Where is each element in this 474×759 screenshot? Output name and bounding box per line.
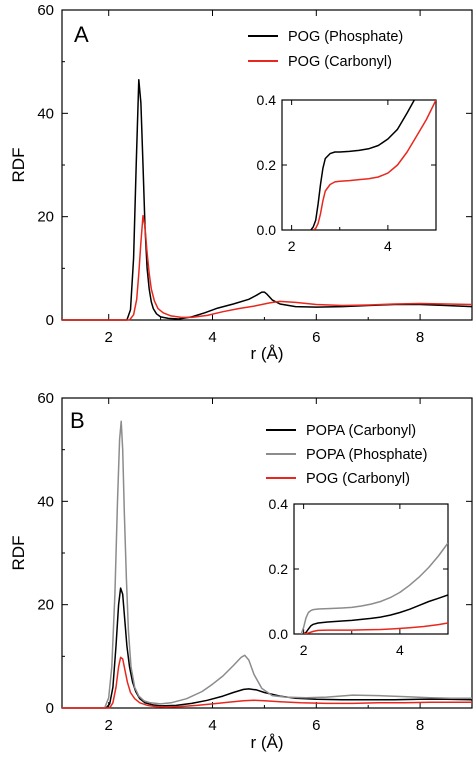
legend-label: POPA (Carbonyl) xyxy=(306,423,416,439)
y-axis-title: RDF xyxy=(9,536,28,571)
series-line-pog-carbonyl xyxy=(62,214,473,321)
inset-y-tick-label: 0.0 xyxy=(257,222,277,238)
y-tick-label: 0 xyxy=(46,312,54,329)
panel-label: A xyxy=(74,22,89,47)
y-tick-label: 40 xyxy=(37,493,54,510)
inset-x-tick-label: 2 xyxy=(288,238,296,254)
legend-label: POPA (Phosphate) xyxy=(306,447,427,463)
x-tick-label: 2 xyxy=(105,717,113,734)
y-tick-label: 60 xyxy=(37,2,54,19)
x-tick-label: 6 xyxy=(312,329,320,346)
panel-label: B xyxy=(70,408,85,433)
inset-y-tick-label: 0.4 xyxy=(257,92,277,108)
inset-y-tick-label: 0.4 xyxy=(269,496,289,512)
inset-frame xyxy=(293,503,449,635)
inset-frame xyxy=(281,99,437,231)
legend: POPA (Carbonyl) POPA (Phosphate) POG (Carb… xyxy=(266,423,427,487)
inset-line-pog-phosphate xyxy=(310,100,415,230)
inset: 2 4 0.0 0.2 0.4 xyxy=(269,496,449,658)
x-axis-title: r (Å) xyxy=(250,344,283,363)
legend-label: POG (Phosphate) xyxy=(288,29,403,45)
x-tick-label: 6 xyxy=(312,717,320,734)
inset-x-tick-label: 4 xyxy=(384,238,392,254)
series-line-popa-carbonyl xyxy=(62,587,473,709)
series-line-pog-carbonyl xyxy=(62,656,472,709)
legend: POG (Phosphate) POG (Carbonyl) xyxy=(248,29,403,70)
x-tick-label: 4 xyxy=(208,329,216,346)
x-tick-label: 8 xyxy=(416,329,424,346)
x-axis-title: r (Å) xyxy=(250,733,283,752)
inset-line-popa-carbonyl xyxy=(303,594,448,634)
inset-y-tick-label: 0.0 xyxy=(269,626,289,642)
y-tick-label: 60 xyxy=(37,390,54,407)
inset-line-pog-carbonyl xyxy=(303,622,448,634)
y-axis-title: RDF xyxy=(9,148,28,183)
series-line-pog-phosphate xyxy=(62,79,473,321)
legend-label: POG (Carbonyl) xyxy=(306,471,410,487)
inset-y-tick-label: 0.2 xyxy=(269,561,289,577)
inset-y-tick-label: 0.2 xyxy=(257,157,277,173)
x-tick-label: 4 xyxy=(208,717,216,734)
series-line-popa-phosphate xyxy=(62,420,472,709)
y-tick-label: 20 xyxy=(37,597,54,614)
y-tick-label: 20 xyxy=(37,209,54,226)
y-tick-label: 0 xyxy=(46,700,54,717)
inset-series xyxy=(300,542,448,634)
legend-label: POG (Carbonyl) xyxy=(288,54,392,70)
y-tick-label: 40 xyxy=(37,105,54,122)
x-tick-label: 2 xyxy=(105,329,113,346)
inset: 2 4 0.0 0.2 0.4 xyxy=(257,92,437,254)
inset-x-tick-label: 2 xyxy=(300,642,308,658)
inset-x-tick-label: 4 xyxy=(396,642,404,658)
inset-series xyxy=(310,100,436,230)
inset-line-pog-carbonyl xyxy=(312,100,436,230)
x-tick-label: 8 xyxy=(416,717,424,734)
inset-line-popa-phosphate xyxy=(300,542,448,634)
